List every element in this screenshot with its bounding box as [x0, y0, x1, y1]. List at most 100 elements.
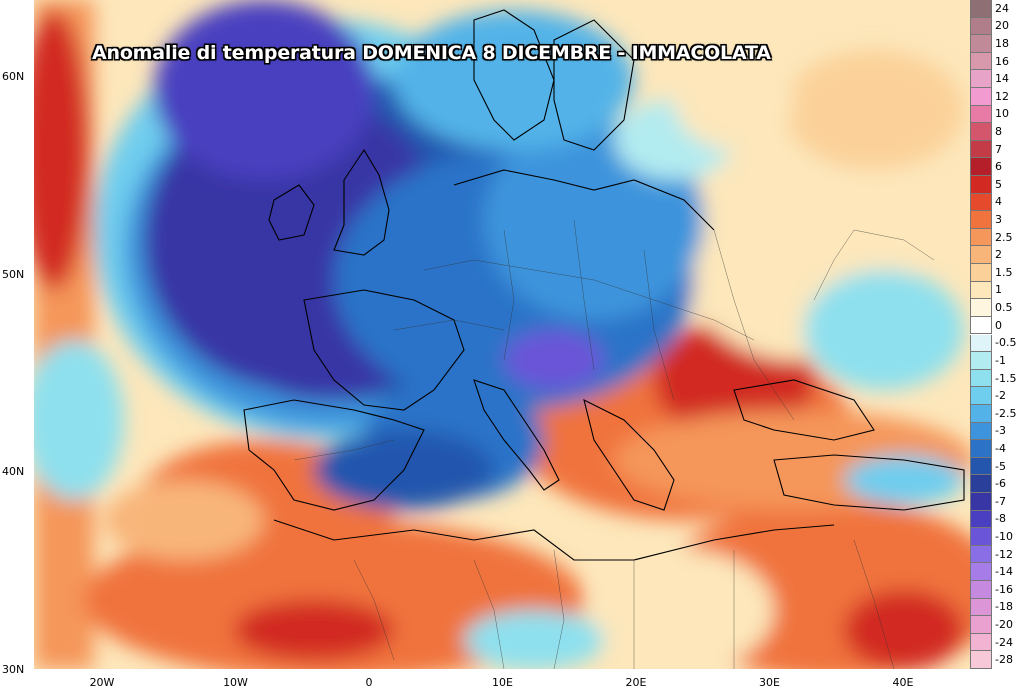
colorbar-label: 0.5: [995, 301, 1013, 315]
lon-label: 20W: [89, 676, 115, 689]
colorbar-swatch: [970, 440, 992, 458]
colorbar-swatch: [970, 563, 992, 581]
colorbar-entry: 4: [970, 193, 1024, 212]
colorbar-entry: -4: [970, 440, 1024, 458]
colorbar-entry: -0.5: [970, 334, 1024, 353]
colorbar-swatch: [970, 264, 992, 282]
lat-label: 40N: [2, 465, 25, 479]
colorbar-label: -3: [995, 424, 1006, 438]
colorbar-entry: 6: [970, 158, 1024, 177]
colorbar-entry: -2.5: [970, 404, 1024, 423]
colorbar-swatch: [970, 158, 992, 177]
colorbar-label: -20: [995, 617, 1013, 631]
colorbar-entry: 24: [970, 0, 1024, 18]
colorbar-swatch: [970, 545, 992, 564]
colorbar-label: -16: [995, 582, 1013, 596]
colorbar-swatch: [970, 70, 992, 88]
colorbar-swatch: [970, 387, 992, 405]
colorbar-swatch: [970, 0, 992, 18]
colorbar-entry: -6: [970, 475, 1024, 493]
lat-label: 30N: [2, 663, 25, 676]
anomaly-map-canvas: [34, 0, 970, 669]
colorbar-label: -24: [995, 635, 1013, 649]
colorbar-label: 18: [995, 37, 1009, 50]
colorbar-swatch: [970, 299, 992, 317]
colorbar-swatch: [970, 193, 992, 212]
colorbar-label: -7: [995, 494, 1006, 508]
lon-label: 10W: [223, 676, 248, 689]
colorbar-label: 16: [995, 54, 1009, 68]
lon-label: 10E: [492, 676, 513, 689]
colorbar-swatch: [970, 17, 992, 36]
colorbar-entry: 10: [970, 105, 1024, 124]
lon-label: 40E: [892, 676, 914, 689]
colorbar-label: 14: [995, 72, 1009, 86]
colorbar-legend: 24 20 18 16 14 12 10 8 7 6 5 4 3 2.5 2 1.5 1 0.5 0 -0.5 -1 -1…: [970, 0, 1024, 669]
colorbar-entry: -1.5: [970, 369, 1024, 388]
colorbar-swatch: [970, 123, 992, 141]
colorbar-label: 24: [995, 1, 1009, 15]
colorbar-swatch: [970, 52, 992, 71]
colorbar-label: -18: [995, 600, 1013, 614]
colorbar-label: -0.5: [995, 336, 1017, 350]
lon-label: 20E: [625, 676, 647, 689]
colorbar-swatch: [970, 457, 992, 476]
colorbar-swatch: [970, 633, 992, 652]
colorbar-swatch: [970, 616, 992, 634]
colorbar-swatch: [970, 334, 992, 353]
colorbar-entry: 0.5: [970, 299, 1024, 317]
colorbar-entry: -5: [970, 457, 1024, 476]
colorbar-entry: -18: [970, 598, 1024, 617]
anomaly-field: [34, 0, 970, 669]
lon-label: 0: [365, 676, 373, 689]
colorbar-entry: -3: [970, 422, 1024, 441]
colorbar-entry: 1: [970, 281, 1024, 300]
colorbar-swatch: [970, 404, 992, 423]
colorbar-label: 5: [995, 177, 1002, 191]
lon-label: 30E: [759, 676, 780, 689]
colorbar-swatch: [970, 105, 992, 124]
colorbar-entry: -1: [970, 352, 1024, 370]
colorbar-swatch: [970, 246, 992, 265]
colorbar-entry: -14: [970, 563, 1024, 581]
colorbar-label: -12: [995, 547, 1013, 561]
colorbar-label: 3: [995, 213, 1002, 227]
colorbar-label: 4: [995, 195, 1002, 209]
colorbar-swatch: [970, 510, 992, 529]
colorbar-swatch: [970, 281, 992, 300]
colorbar-label: -5: [995, 459, 1006, 473]
colorbar-entry: -12: [970, 545, 1024, 564]
anomaly-map: Anomalie di temperatura DOMENICA 8 DICEM…: [34, 0, 970, 669]
colorbar-entry: 7: [970, 140, 1024, 159]
colorbar-label: -14: [995, 565, 1013, 579]
colorbar-label: 6: [995, 160, 1002, 174]
colorbar-swatch: [970, 369, 992, 388]
colorbar-label: -8: [995, 512, 1006, 526]
colorbar-swatch: [970, 475, 992, 493]
colorbar-entry: -20: [970, 616, 1024, 634]
colorbar-label: 8: [995, 125, 1002, 139]
colorbar-entry: 0: [970, 316, 1024, 335]
colorbar-label: -6: [995, 477, 1006, 491]
colorbar-entry: 14: [970, 70, 1024, 88]
colorbar-label: 1.5: [995, 265, 1013, 279]
colorbar-swatch: [970, 598, 992, 617]
colorbar-label: -10: [995, 529, 1013, 543]
colorbar-entry: -24: [970, 633, 1024, 652]
colorbar-swatch: [970, 651, 992, 669]
colorbar-entry: -2: [970, 387, 1024, 405]
colorbar-entry: 18: [970, 35, 1024, 53]
colorbar-label: -1.5: [995, 371, 1017, 385]
colorbar-entry: 16: [970, 52, 1024, 71]
colorbar-label: 7: [995, 142, 1002, 156]
colorbar-label: -28: [995, 653, 1013, 667]
colorbar-entry: 3: [970, 211, 1024, 229]
colorbar-swatch: [970, 88, 992, 106]
colorbar-label: 2.5: [995, 230, 1013, 244]
colorbar-entry: 12: [970, 88, 1024, 106]
colorbar-swatch: [970, 528, 992, 546]
colorbar-label: 12: [995, 89, 1009, 103]
colorbar-entry: -8: [970, 510, 1024, 529]
colorbar-entry: -16: [970, 580, 1024, 599]
colorbar-label: 10: [995, 107, 1009, 121]
